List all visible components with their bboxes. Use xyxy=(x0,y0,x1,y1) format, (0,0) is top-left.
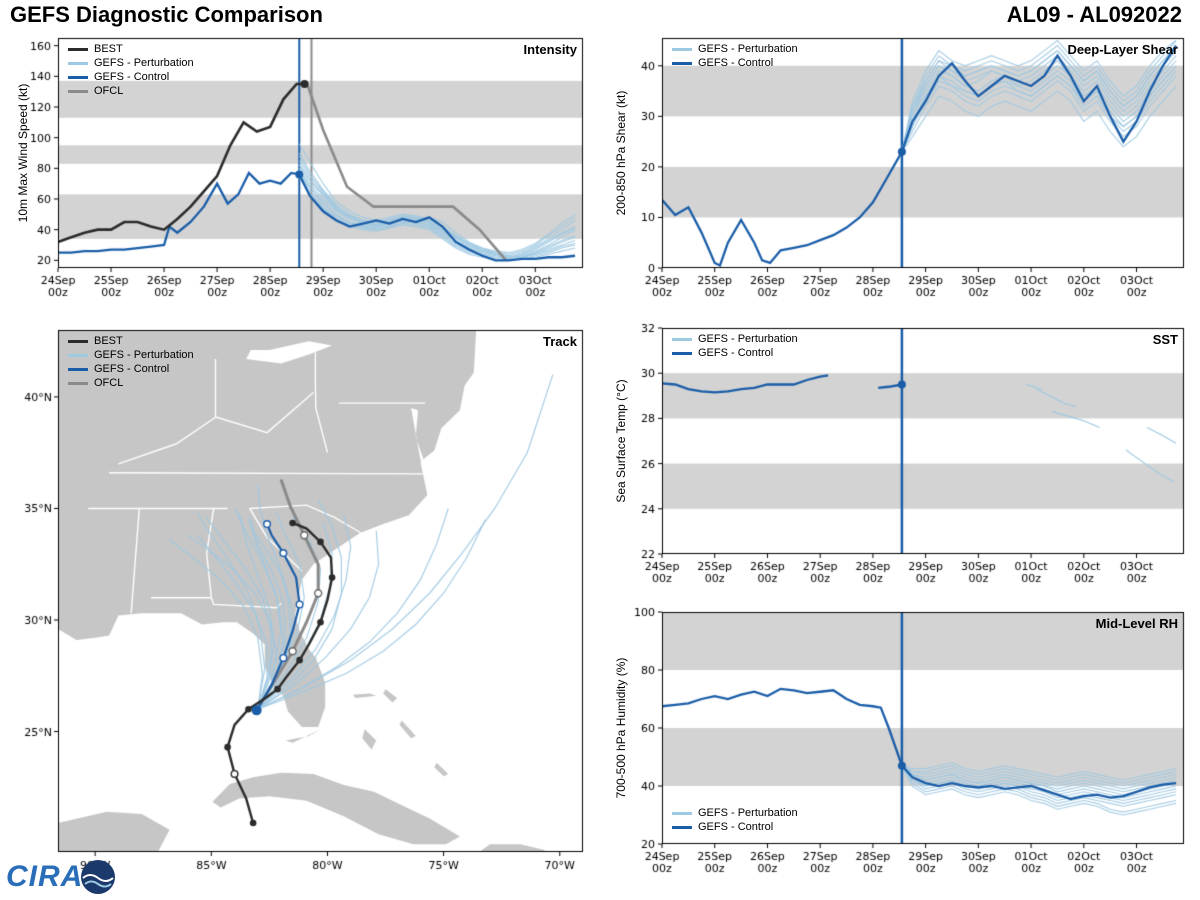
legend-item: GEFS - Control xyxy=(672,56,798,70)
legend-label: GEFS - Perturbation xyxy=(698,333,798,345)
legend-label: BEST xyxy=(94,335,123,347)
perturbation-legend-swatch xyxy=(672,47,692,51)
rh-legend: GEFS - Perturbation GEFS - Control xyxy=(672,806,798,834)
legend-item: GEFS - Control xyxy=(672,820,798,834)
shear-chart-canvas xyxy=(606,30,1192,312)
page-title: GEFS Diagnostic Comparison xyxy=(10,2,323,27)
shear-y-axis-label: 200-850 hPa Shear (kt) xyxy=(614,90,628,216)
best-legend-swatch xyxy=(68,339,88,343)
rh-chart-canvas xyxy=(606,604,1192,888)
intensity-y-axis-label: 10m Max Wind Speed (kt) xyxy=(16,83,30,223)
ofcl-legend-swatch xyxy=(68,89,88,93)
shear-legend: GEFS - Perturbation GEFS - Control xyxy=(672,42,798,70)
legend-label: BEST xyxy=(94,43,123,55)
legend-label: OFCL xyxy=(94,85,124,97)
legend-item: GEFS - Control xyxy=(672,346,798,360)
legend-label: GEFS - Perturbation xyxy=(698,43,798,55)
legend-item: OFCL xyxy=(68,376,194,390)
rh-panel: 700-500 hPa Humidity (%) Mid-Level RH GE… xyxy=(606,604,1192,888)
legend-label: GEFS - Control xyxy=(698,821,774,833)
legend-label: GEFS - Perturbation xyxy=(94,57,194,69)
intensity-panel: 10m Max Wind Speed (kt) Intensity BEST GE… xyxy=(8,30,590,312)
track-legend: BEST GEFS - Perturbation GEFS - Control OFC… xyxy=(68,334,194,390)
control-legend-swatch xyxy=(672,61,692,65)
control-legend-swatch xyxy=(68,75,88,79)
rh-y-axis-label: 700-500 hPa Humidity (%) xyxy=(614,657,628,799)
intensity-panel-title: Intensity xyxy=(523,42,577,57)
legend-label: GEFS - Control xyxy=(94,363,170,375)
cira-logo-text: CIRA xyxy=(6,860,84,893)
sst-panel: Sea Surface Temp (°C) SST GEFS - Perturb… xyxy=(606,320,1192,598)
legend-item: GEFS - Perturbation xyxy=(68,348,194,362)
legend-item: GEFS - Control xyxy=(68,70,194,84)
sst-panel-title: SST xyxy=(1152,332,1178,347)
legend-item: BEST xyxy=(68,334,194,348)
perturbation-legend-swatch xyxy=(672,337,692,341)
sst-chart-canvas xyxy=(606,320,1192,598)
rh-panel-title: Mid-Level RH xyxy=(1095,616,1178,631)
track-map-canvas xyxy=(8,322,590,882)
shear-panel-title: Deep-Layer Shear xyxy=(1067,42,1178,57)
legend-item: GEFS - Perturbation xyxy=(68,56,194,70)
perturbation-legend-swatch xyxy=(672,811,692,815)
cira-emblem-icon xyxy=(81,860,116,894)
legend-label: GEFS - Control xyxy=(94,71,170,83)
legend-item: GEFS - Perturbation xyxy=(672,806,798,820)
intensity-chart-canvas xyxy=(8,30,590,312)
sst-legend: GEFS - Perturbation GEFS - Control xyxy=(672,332,798,360)
legend-item: GEFS - Perturbation xyxy=(672,42,798,56)
cira-logo: CIRA xyxy=(6,858,117,896)
storm-id: AL09 - AL092022 xyxy=(1006,2,1182,27)
legend-label: GEFS - Perturbation xyxy=(94,349,194,361)
sst-y-axis-label: Sea Surface Temp (°C) xyxy=(614,379,628,503)
legend-label: OFCL xyxy=(94,377,124,389)
control-legend-swatch xyxy=(672,825,692,829)
track-panel: Track BEST GEFS - Perturbation GEFS - Cont… xyxy=(8,322,590,882)
legend-item: GEFS - Control xyxy=(68,362,194,376)
legend-item: OFCL xyxy=(68,84,194,98)
legend-item: BEST xyxy=(68,42,194,56)
perturbation-legend-swatch xyxy=(68,353,88,357)
control-legend-swatch xyxy=(68,367,88,371)
perturbation-legend-swatch xyxy=(68,61,88,65)
best-legend-swatch xyxy=(68,47,88,51)
legend-item: GEFS - Perturbation xyxy=(672,332,798,346)
ofcl-legend-swatch xyxy=(68,381,88,385)
legend-label: GEFS - Control xyxy=(698,57,774,69)
legend-label: GEFS - Control xyxy=(698,347,774,359)
legend-label: GEFS - Perturbation xyxy=(698,807,798,819)
intensity-legend: BEST GEFS - Perturbation GEFS - Control OFC… xyxy=(68,42,194,98)
track-panel-title: Track xyxy=(543,334,577,349)
control-legend-swatch xyxy=(672,351,692,355)
shear-panel: 200-850 hPa Shear (kt) Deep-Layer Shear … xyxy=(606,30,1192,312)
